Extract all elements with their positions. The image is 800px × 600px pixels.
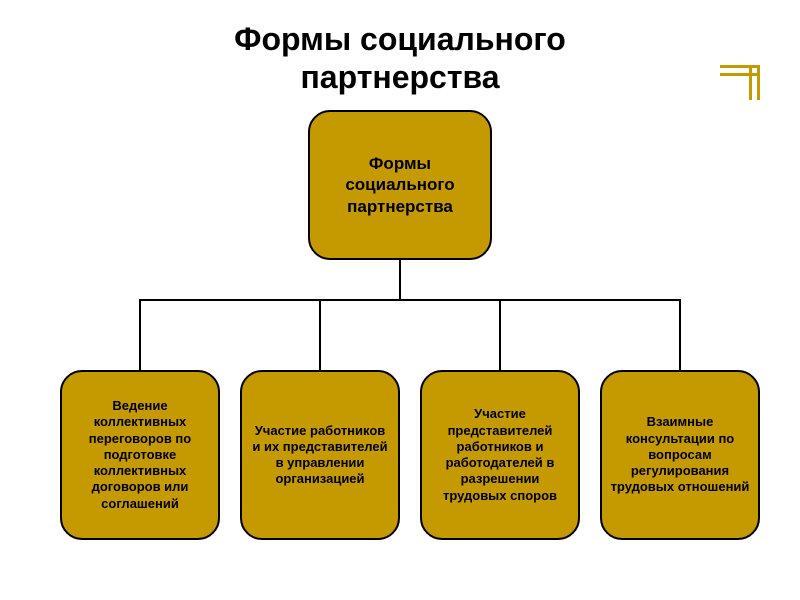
connector-child-4 (679, 299, 681, 370)
connector-child-3 (499, 299, 501, 370)
child-node-4-label: Взаимные консультации по вопросам регули… (610, 414, 750, 495)
title-line-2: партнерства (300, 59, 499, 95)
connector-child-1 (139, 299, 141, 370)
root-node: Формы социального партнерства (308, 110, 492, 260)
connector-root-down (399, 260, 401, 300)
page-title: Формы социального партнерства (0, 0, 800, 97)
child-node-4: Взаимные консультации по вопросам регули… (600, 370, 760, 540)
child-node-1-label: Ведение коллективных переговоров по подг… (70, 398, 210, 512)
title-line-1: Формы социального (234, 21, 566, 57)
root-node-label: Формы социального партнерства (318, 153, 482, 217)
org-chart: Формы социального партнерства Ведение ко… (0, 110, 800, 580)
child-node-1: Ведение коллективных переговоров по подг… (60, 370, 220, 540)
child-node-3: Участие представителей работников и рабо… (420, 370, 580, 540)
connector-horizontal (139, 299, 681, 301)
child-node-2-label: Участие работников и их представителей в… (250, 423, 390, 488)
connector-child-2 (319, 299, 321, 370)
child-node-3-label: Участие представителей работников и рабо… (430, 406, 570, 504)
child-node-2: Участие работников и их представителей в… (240, 370, 400, 540)
corner-accent (720, 65, 760, 100)
